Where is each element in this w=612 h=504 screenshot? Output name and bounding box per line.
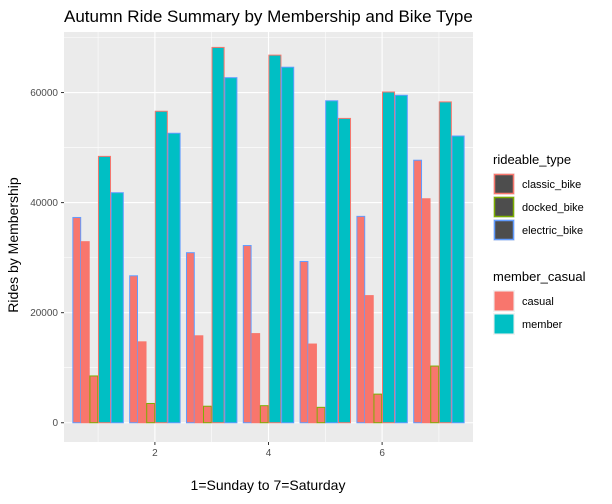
bar [146,402,156,424]
bar [421,198,431,424]
bar [281,66,295,424]
legend-label: classic_bike [522,179,581,191]
bar [167,132,181,424]
y-axis: 0 20000 40000 60000 [30,88,64,429]
bar [251,333,261,424]
bar [110,192,124,424]
bar [299,260,309,424]
x-tick-label: 2 [152,448,158,459]
bar [211,46,225,424]
x-axis: 2 4 6 [152,442,385,459]
y-tick-label: 40000 [30,198,58,209]
bar [154,110,168,424]
bar [137,341,147,424]
legend-label: electric_bike [522,225,583,237]
x-tick-label: 4 [266,448,272,459]
bar [308,343,317,424]
x-axis-label: 1=Sunday to 7=Saturday [191,477,346,493]
y-tick-label: 60000 [30,88,58,99]
bar [451,135,465,424]
legend-title-member-casual: member_casual [493,269,586,284]
y-axis-label: Rides by Membership [5,177,21,313]
bar [356,215,366,424]
chart-title: Autumn Ride Summary by Membership and Bi… [64,7,473,26]
legend-title-rideable-type: rideable_type [493,152,571,167]
bar [185,252,195,424]
bar [89,375,99,424]
legend-key-swatch [493,196,515,218]
bar [394,94,408,424]
y-tick-label: 0 [52,418,58,429]
legend-key-swatch [493,219,515,241]
legend-label: member [522,319,563,331]
bar [438,101,452,424]
legend-label: casual [522,296,554,308]
bar [268,54,282,424]
bar [194,335,204,424]
legend-area: rideable_type classic_bike docked_bikeelec… [493,152,586,335]
bar [430,365,440,424]
bar [364,295,374,424]
bar [413,159,423,424]
bar [325,100,339,424]
legend-key-swatch [494,291,514,311]
bar [242,245,252,424]
bar [97,155,112,424]
bar [203,405,212,424]
bar [224,77,238,424]
bar [259,405,269,424]
bar [337,117,352,424]
bars [72,46,465,424]
bar [381,91,396,424]
bar [129,275,138,424]
bar [373,393,383,424]
bar [72,216,82,424]
legend-key-swatch [493,173,515,195]
bar [316,406,326,424]
x-tick-label: 6 [379,448,385,459]
bar [80,241,90,424]
y-tick-label: 20000 [30,308,58,319]
legend-key-swatch [494,314,514,334]
legend-label: docked_bike [522,202,584,214]
